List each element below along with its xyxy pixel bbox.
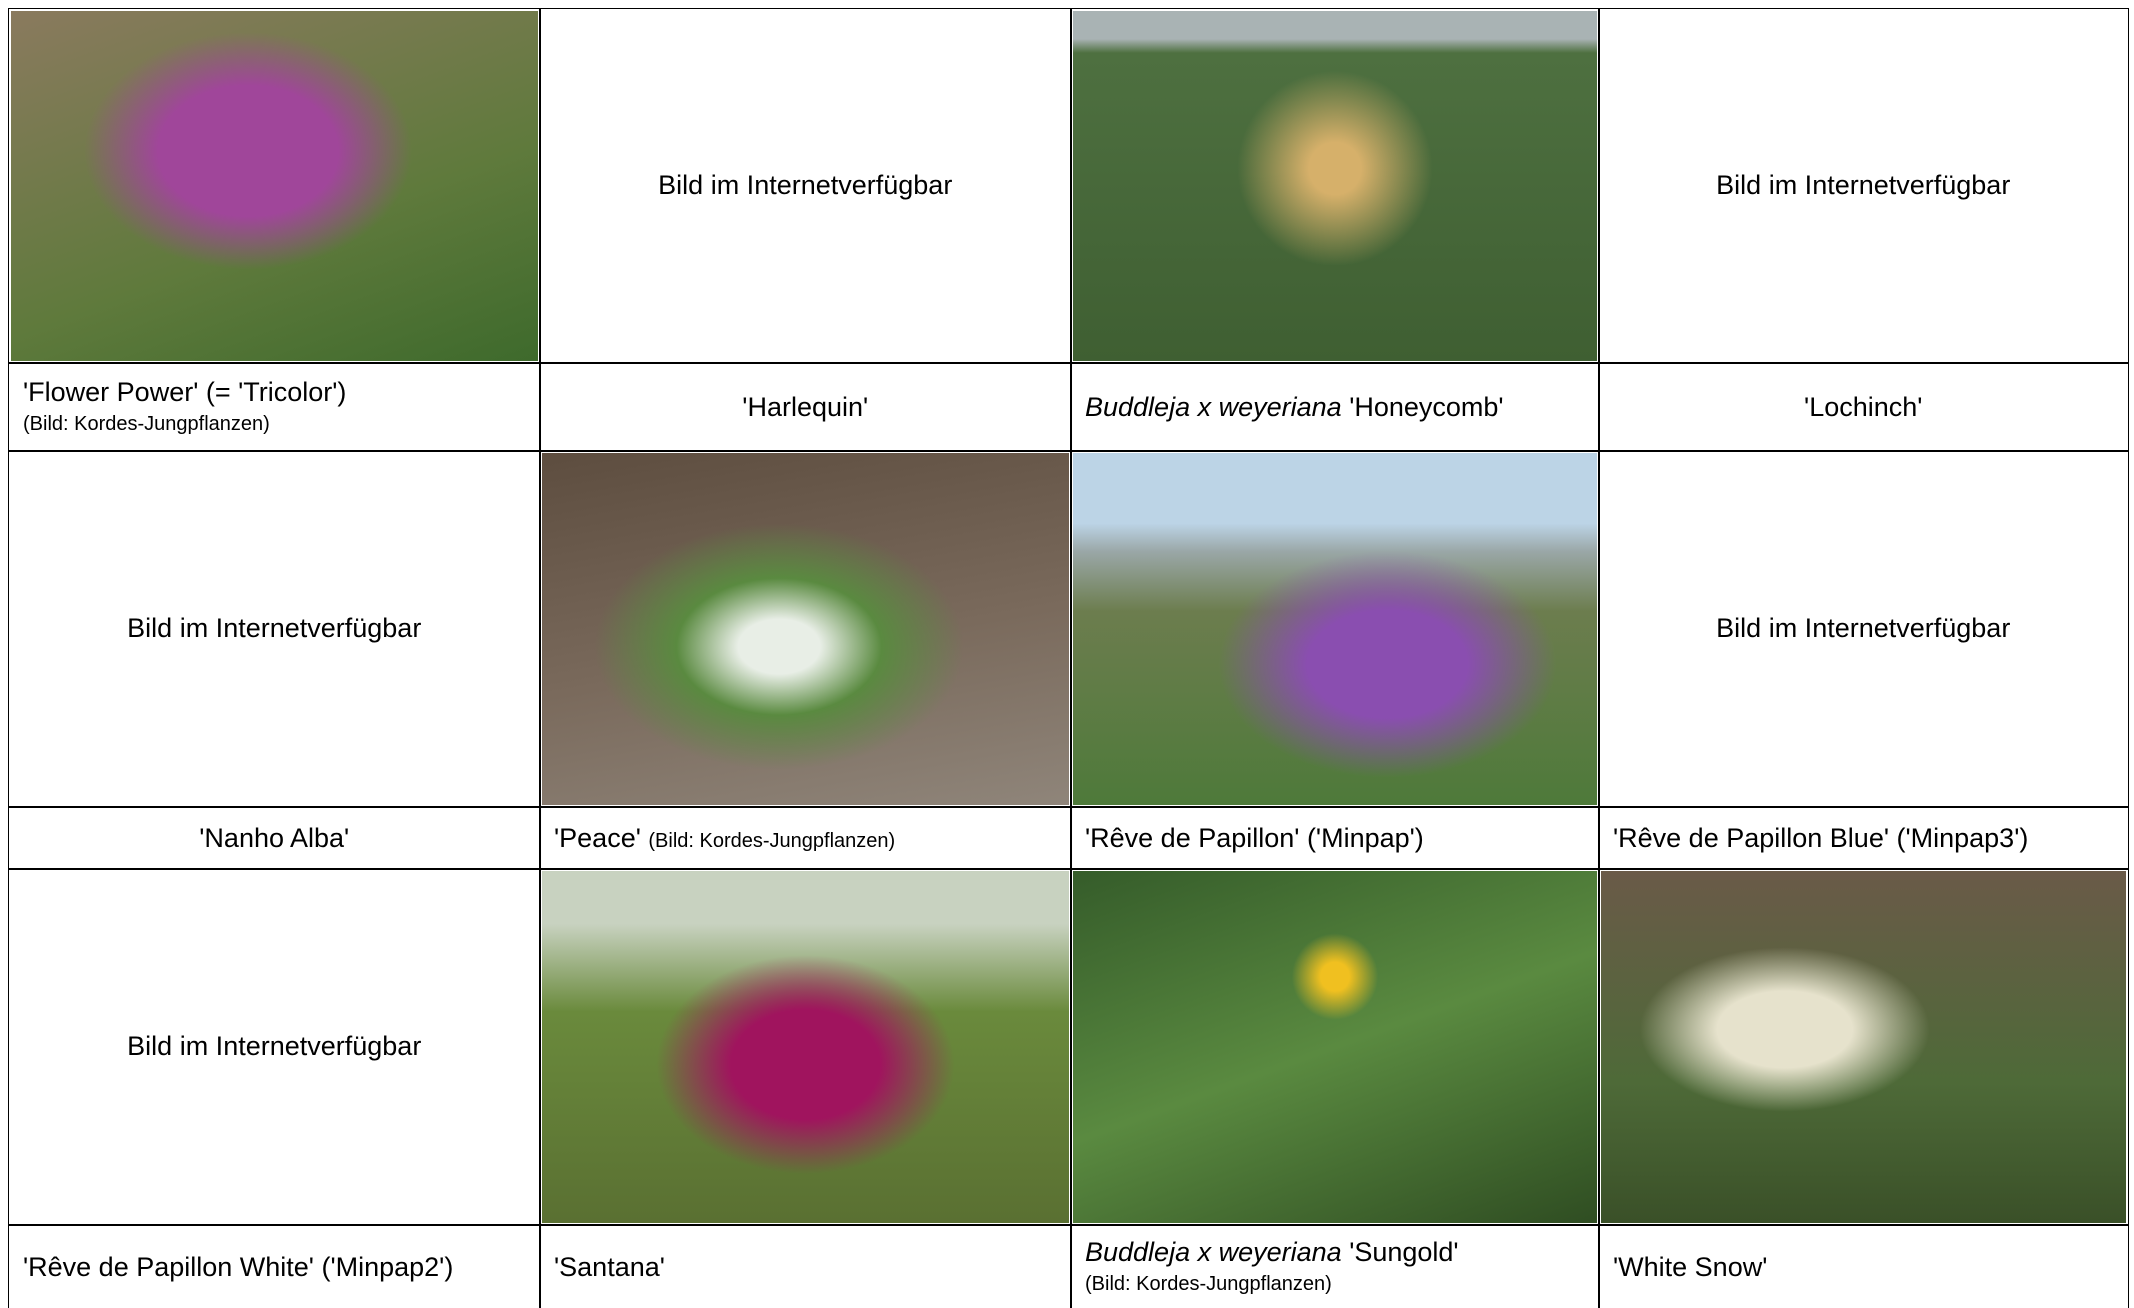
image-cell: [539, 450, 1072, 808]
caption-cell: 'Santana': [539, 1224, 1072, 1308]
caption-cell: 'White Snow': [1598, 1224, 2129, 1308]
cultivar-name: 'Honeycomb': [1349, 391, 1504, 422]
image-cell: Bild im Internetverfügbar: [1598, 8, 2129, 364]
cultivar-name: 'Lochinch': [1804, 391, 1923, 422]
cultivar-name: 'White Snow': [1613, 1251, 1768, 1282]
caption-cell: Buddleja x weyeriana 'Honeycomb': [1070, 362, 1600, 452]
image-placeholder: Bild im Internetverfügbar: [127, 1031, 422, 1062]
image-cell: [539, 868, 1072, 1226]
caption: Buddleja x weyeriana 'Sungold' (Bild: Kor…: [1085, 1238, 1459, 1295]
caption-cell: 'Nanho Alba': [8, 806, 541, 870]
photo: [1073, 871, 1597, 1223]
image-placeholder: Bild im Internetverfügbar: [1716, 613, 2011, 644]
cultivar-name: 'Santana': [554, 1251, 665, 1282]
caption-cell: 'Rêve de Papillon' ('Minpap'): [1070, 806, 1600, 870]
cultivar-name: 'Sungold': [1349, 1237, 1459, 1268]
image-placeholder: Bild im Internetverfügbar: [1716, 170, 2011, 201]
image-cell: [1598, 868, 2129, 1226]
cultivar-name: 'Flower Power' (= 'Tricolor'): [23, 377, 347, 408]
caption: 'Flower Power' (= 'Tricolor') (Bild: Kord…: [23, 378, 346, 435]
photo: [11, 11, 538, 361]
caption-cell: 'Lochinch': [1598, 362, 2129, 452]
image-cell: Bild im Internetverfügbar: [1598, 450, 2129, 808]
caption-cell: 'Rêve de Papillon White' ('Minpap2'): [8, 1224, 541, 1308]
caption-cell: 'Harlequin': [539, 362, 1072, 452]
caption: 'Lochinch': [1804, 391, 1923, 422]
caption-cell: 'Peace' (Bild: Kordes-Jungpflanzen): [539, 806, 1072, 870]
species: Buddleja x weyeriana: [1085, 1237, 1342, 1268]
caption: 'Nanho Alba': [199, 822, 350, 853]
caption: 'White Snow': [1613, 1251, 1768, 1282]
image-placeholder: Bild im Internetverfügbar: [127, 613, 422, 644]
photo: [542, 453, 1069, 805]
photo: [1073, 11, 1597, 361]
cultivar-name: 'Rêve de Papillon' ('Minpap'): [1085, 822, 1424, 853]
caption-cell: 'Flower Power' (= 'Tricolor') (Bild: Kord…: [8, 362, 541, 452]
image-credit: (Bild: Kordes-Jungpflanzen): [23, 412, 270, 435]
cultivar-name: 'Harlequin': [742, 391, 869, 422]
photo: [542, 871, 1069, 1223]
image-placeholder: Bild im Internetverfügbar: [658, 170, 953, 201]
image-cell: Bild im Internetverfügbar: [8, 868, 541, 1226]
caption-cell: Buddleja x weyeriana 'Sungold' (Bild: Kor…: [1070, 1224, 1600, 1308]
caption: 'Rêve de Papillon Blue' ('Minpap3'): [1613, 822, 2029, 853]
image-cell: [8, 8, 541, 364]
image-cell: [1070, 450, 1600, 808]
cultivar-name: 'Rêve de Papillon White' ('Minpap2'): [23, 1251, 454, 1282]
cultivar-name: 'Rêve de Papillon Blue' ('Minpap3'): [1613, 822, 2029, 853]
caption-cell: 'Rêve de Papillon Blue' ('Minpap3'): [1598, 806, 2129, 870]
image-cell: Bild im Internetverfügbar: [8, 450, 541, 808]
caption: 'Rêve de Papillon White' ('Minpap2'): [23, 1251, 454, 1282]
image-cell: [1070, 868, 1600, 1226]
cultivar-name: 'Peace': [554, 822, 641, 853]
photo: [1601, 871, 2126, 1223]
photo: [1073, 453, 1597, 805]
cultivar-name: 'Nanho Alba': [199, 822, 350, 853]
image-cell: [1070, 8, 1600, 364]
caption: 'Harlequin': [742, 391, 869, 422]
caption: 'Peace' (Bild: Kordes-Jungpflanzen): [554, 822, 896, 853]
image-cell: Bild im Internetverfügbar: [539, 8, 1072, 364]
caption: 'Santana': [554, 1251, 665, 1282]
image-credit: (Bild: Kordes-Jungpflanzen): [648, 829, 896, 852]
caption: 'Rêve de Papillon' ('Minpap'): [1085, 822, 1424, 853]
caption: Buddleja x weyeriana 'Honeycomb': [1085, 391, 1504, 422]
species: Buddleja x weyeriana: [1085, 391, 1342, 422]
image-credit: (Bild: Kordes-Jungpflanzen): [1085, 1272, 1332, 1295]
